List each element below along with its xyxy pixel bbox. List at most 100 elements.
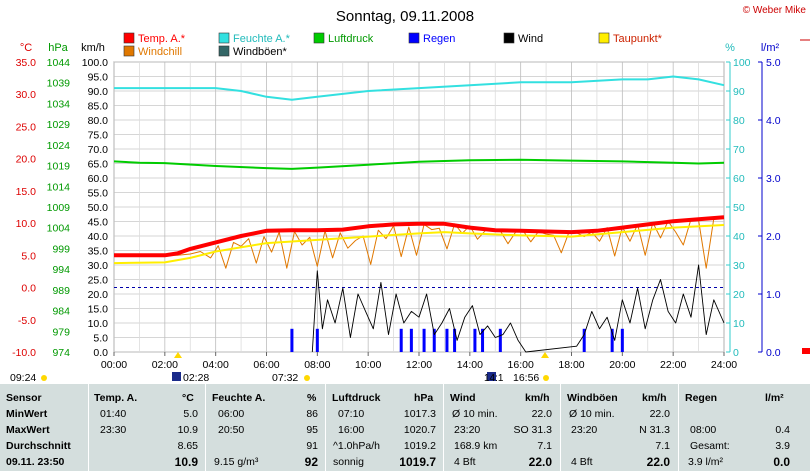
cell: 10.9 — [174, 455, 198, 469]
rain-bar — [445, 328, 449, 352]
tick-label-wind: 50.0 — [88, 202, 109, 214]
legend-label: Taupunkt* — [613, 33, 663, 45]
cell: 0.4 — [775, 424, 790, 436]
legend-swatch — [598, 32, 610, 44]
tick-label-temp: 35.0 — [16, 57, 37, 69]
legend-swatch — [123, 45, 135, 57]
cell: 1020.7 — [403, 424, 436, 436]
moon-time: 14:1 — [484, 373, 504, 383]
copyright: © Weber Mike — [743, 5, 807, 16]
sunrise-icon — [304, 375, 310, 381]
tick-label-pressure: 1039 — [47, 78, 71, 90]
tick-label-temp: 20.0 — [16, 154, 37, 166]
tick-label-humidity: 90 — [733, 86, 745, 98]
x-tick-label: 14:00 — [457, 359, 483, 371]
rain-bar — [582, 328, 586, 352]
tick-label-wind: 15.0 — [88, 304, 109, 316]
tick-label-pressure: 994 — [52, 264, 70, 276]
rain-bar — [422, 328, 426, 352]
cell: 20:50 — [218, 424, 245, 436]
legend-label: Luftdruck — [328, 33, 374, 45]
legend-label: Windböen* — [233, 46, 288, 58]
humidity-line — [114, 75, 725, 101]
cell: Gesamt: — [690, 440, 730, 452]
cell: N 31.3 — [639, 424, 670, 436]
legend-label: Wind — [518, 33, 543, 45]
tick-label-wind: 45.0 — [88, 217, 109, 229]
tick-label-wind: 25.0 — [88, 275, 109, 287]
tick-label-pressure: 974 — [52, 347, 70, 359]
tick-label-pressure: 1019 — [47, 161, 71, 173]
legend-swatch — [408, 32, 420, 44]
header-humidity: Feuchte A. — [212, 392, 266, 404]
x-tick-label: 10:00 — [355, 359, 381, 371]
tick-label-pressure: 984 — [52, 306, 70, 318]
tick-label-humidity: 50 — [733, 202, 745, 214]
moon-icon — [41, 375, 47, 381]
cell: 3.9 — [775, 440, 790, 452]
tick-label-humidity: 20 — [733, 289, 745, 301]
x-tick-label: 02:00 — [152, 359, 178, 371]
tick-label-temp: -5.0 — [18, 315, 36, 327]
tick-label-pressure: 989 — [52, 285, 70, 297]
x-tick-label: 20:00 — [609, 359, 635, 371]
tick-label-temp: 5.0 — [21, 250, 36, 262]
wind-line — [311, 264, 725, 353]
axis-header-rain: l/m² — [761, 42, 780, 54]
header-gusts-unit: km/h — [642, 392, 667, 404]
sunrise-time: 07:32 — [272, 372, 298, 383]
tick-label-rain: 0.0 — [766, 347, 781, 359]
cell: sonnig — [333, 456, 364, 468]
tick-label-wind: 0.0 — [93, 347, 108, 359]
tick-label-wind: 5.0 — [93, 333, 108, 345]
cell: Ø 10 min. — [569, 408, 615, 420]
dewpoint-line — [113, 224, 725, 265]
header-pressure-unit: hPa — [414, 392, 434, 404]
cell: 10.9 — [177, 424, 198, 436]
tick-label-temp: 15.0 — [16, 186, 37, 198]
tick-label-humidity: 80 — [733, 115, 745, 127]
tick-label-humidity: 70 — [733, 144, 745, 156]
rain-bar — [453, 328, 457, 352]
rain-bar — [610, 328, 614, 352]
x-tick-label: 18:00 — [558, 359, 584, 371]
sun-marker — [174, 352, 182, 358]
rain-bar — [473, 328, 477, 352]
tick-label-wind: 20.0 — [88, 289, 109, 301]
cell: 22.0 — [531, 408, 552, 420]
chart-title: Sonntag, 09.11.2008 — [336, 8, 474, 25]
cell: 86 — [306, 408, 318, 420]
tick-label-temp: 25.0 — [16, 121, 37, 133]
cell: 1019.7 — [399, 455, 436, 469]
cell: 4 Bft — [454, 456, 476, 468]
row-label-current: 09.11. 23:50 — [6, 456, 65, 468]
rain-bar — [620, 328, 624, 352]
rain-bar — [409, 328, 413, 352]
x-tick-label: 24:00 — [711, 359, 737, 371]
moonrise-icon — [172, 372, 181, 381]
axis-header-humidity: % — [725, 42, 735, 54]
row-label-min: MinWert — [6, 408, 48, 420]
tick-label-temp: 10.0 — [16, 218, 37, 230]
cell: 07:10 — [338, 408, 365, 420]
tick-label-rain: 2.0 — [766, 231, 781, 243]
legend-swatch — [123, 32, 135, 44]
tick-label-wind: 10.0 — [88, 318, 109, 330]
tick-label-temp: -10.0 — [12, 347, 36, 359]
legend-swatch — [313, 32, 325, 44]
tick-label-rain: 3.0 — [766, 173, 781, 185]
tick-label-wind: 30.0 — [88, 260, 109, 272]
cell: 4 Bft — [571, 456, 593, 468]
axis-header-temp: °C — [20, 42, 32, 54]
temperature-line — [114, 215, 725, 258]
tick-label-wind: 90.0 — [88, 86, 109, 98]
header-sensor: Sensor — [6, 392, 42, 404]
row-label-average: Durchschnitt — [6, 440, 71, 452]
legend-label: Feuchte A.* — [233, 33, 291, 45]
cell: 9.15 g/m³ — [214, 456, 259, 468]
tick-label-pressure: 1004 — [47, 223, 71, 235]
moonrise-time: 02:28 — [183, 372, 209, 383]
tick-label-humidity: 0 — [733, 347, 739, 359]
tick-label-pressure: 1029 — [47, 119, 71, 131]
legend-swatch — [218, 32, 230, 44]
